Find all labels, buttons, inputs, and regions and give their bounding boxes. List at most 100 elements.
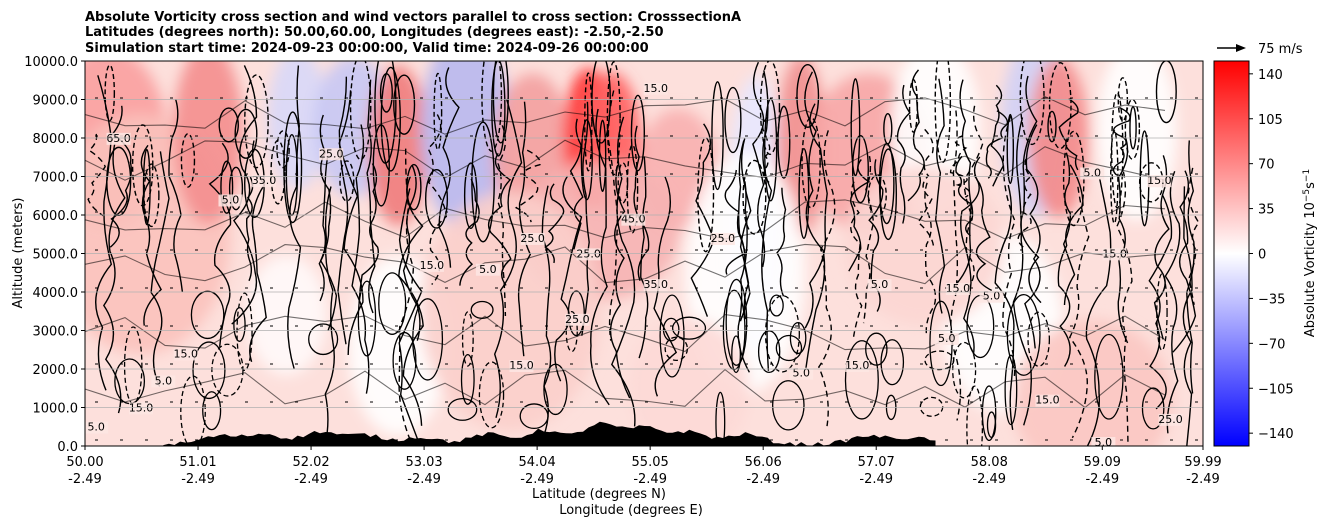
contour-cell bbox=[850, 78, 861, 177]
contour-cell bbox=[1019, 61, 1045, 146]
contour-line bbox=[1148, 195, 1173, 410]
vorticity-blob bbox=[420, 191, 601, 432]
x-tick-label-lon: -2.49 bbox=[972, 472, 1006, 487]
contour-line bbox=[804, 71, 826, 370]
contour-label: 15.0 bbox=[420, 259, 445, 272]
contour-cell bbox=[630, 94, 646, 172]
contour-cell bbox=[460, 353, 475, 405]
contour-cell bbox=[143, 163, 160, 228]
contour-cell bbox=[1047, 110, 1057, 143]
contour-cell bbox=[339, 160, 355, 202]
contour-label-bg bbox=[419, 259, 444, 272]
contour-label: 5.0 bbox=[222, 193, 240, 206]
contour-cell bbox=[233, 307, 246, 342]
vorticity-blob bbox=[1096, 61, 1177, 221]
contour-line bbox=[724, 169, 746, 275]
x-tick-label-lon: -2.49 bbox=[1186, 472, 1220, 487]
contour-cell bbox=[880, 339, 905, 386]
contour-line-horizontal bbox=[85, 199, 1166, 240]
x-tick-label-lon: -2.49 bbox=[520, 472, 554, 487]
contour-cell bbox=[1141, 387, 1165, 430]
contour-cell bbox=[349, 61, 372, 161]
contour-cell bbox=[1156, 273, 1168, 351]
colorbar-gradient bbox=[1213, 60, 1250, 447]
contour-cell bbox=[190, 290, 225, 340]
colorbar-tick-label: 140 bbox=[1258, 68, 1283, 83]
contour-line bbox=[102, 143, 126, 414]
contour-line bbox=[990, 84, 1004, 187]
contour-cell bbox=[180, 375, 206, 446]
contour-label: 5.0 bbox=[1095, 436, 1113, 449]
y-tick-label: 6000.0 bbox=[33, 209, 79, 224]
contour-label: 5.0 bbox=[871, 278, 889, 291]
contour-line bbox=[960, 174, 980, 355]
contour-cell bbox=[796, 63, 820, 128]
contour-cell bbox=[567, 290, 585, 337]
x-tick-label-lat: 54.04 bbox=[519, 455, 556, 470]
contour-cell bbox=[192, 341, 226, 400]
quiver-key-label: 75 m/s bbox=[1258, 42, 1303, 57]
contour-cell bbox=[934, 61, 952, 164]
contour-cell bbox=[584, 72, 593, 172]
contour-line bbox=[589, 108, 610, 406]
colorbar-tick-label: 70 bbox=[1258, 158, 1275, 173]
contour-line bbox=[1024, 124, 1041, 349]
contour-cell bbox=[671, 316, 707, 340]
contour-label: 15.0 bbox=[173, 347, 198, 360]
y-tick-label: 1000.0 bbox=[33, 402, 79, 417]
contour-line-horizontal bbox=[85, 243, 1166, 285]
contour-line bbox=[737, 140, 751, 373]
contour-cell bbox=[724, 86, 742, 154]
contour-line bbox=[1164, 171, 1181, 434]
contour-cell bbox=[519, 403, 549, 430]
contour-label-bg bbox=[1102, 248, 1127, 261]
contour-label-bg bbox=[520, 232, 545, 245]
contour-line bbox=[610, 116, 636, 427]
colorbar-ticks: 140 105 70 35 0 −35 −70 −105 −140 bbox=[1249, 68, 1294, 442]
contour-line-negative bbox=[427, 114, 448, 285]
contour-label-bg bbox=[710, 232, 735, 245]
contour-label: 5.0 bbox=[983, 290, 1001, 303]
contour-label-bg bbox=[643, 279, 668, 292]
y-tick-label: 9000.0 bbox=[33, 94, 79, 109]
contour-label-bg bbox=[218, 194, 243, 207]
vorticity-blob bbox=[1012, 319, 1173, 446]
contour-line bbox=[952, 79, 972, 289]
contour-cell bbox=[1124, 98, 1141, 160]
contour-line bbox=[231, 65, 258, 325]
contour-label-bg bbox=[565, 313, 590, 326]
contour-cell bbox=[228, 166, 244, 211]
contour-line bbox=[351, 124, 370, 394]
x-tick-label-lon: -2.49 bbox=[746, 472, 780, 487]
contour-cell bbox=[374, 61, 397, 164]
y-axis-label: Altitude (meters) bbox=[11, 198, 26, 309]
contour-cell bbox=[764, 295, 800, 373]
contour-line bbox=[554, 175, 583, 382]
y-tick-label: 3000.0 bbox=[33, 325, 79, 340]
quiver-key: 75 m/s bbox=[1217, 42, 1303, 57]
contour-label-bg bbox=[173, 348, 198, 361]
contour-line bbox=[493, 98, 523, 418]
colorbar-tick-label: 0 bbox=[1258, 248, 1266, 263]
contour-line bbox=[896, 84, 911, 224]
x-tick-label-lat: 52.02 bbox=[292, 455, 329, 470]
vorticity-contours bbox=[85, 61, 1200, 446]
y-tick-label: 0.0 bbox=[57, 440, 78, 455]
contour-line-horizontal bbox=[85, 368, 1166, 409]
contour-line bbox=[690, 123, 715, 317]
contour-label-bg bbox=[1091, 437, 1116, 446]
contour-cell bbox=[711, 81, 724, 191]
vorticity-blob bbox=[173, 61, 244, 225]
contour-cell bbox=[919, 396, 944, 417]
contour-cell bbox=[742, 159, 767, 235]
colorbar-label: Absolute Vorticity 10−5s−1 bbox=[1302, 169, 1318, 337]
colorbar-tick-label: 35 bbox=[1258, 203, 1275, 218]
contour-label: 15.0 bbox=[1147, 174, 1172, 187]
contour-label: 5.0 bbox=[87, 421, 105, 434]
contour-label: 15.0 bbox=[1035, 394, 1060, 407]
x-tick-label-lon: -2.49 bbox=[294, 472, 328, 487]
contour-cell bbox=[769, 294, 784, 317]
contour-line bbox=[338, 90, 364, 356]
contour-cell bbox=[447, 397, 478, 421]
contour-label-bg bbox=[867, 279, 892, 292]
